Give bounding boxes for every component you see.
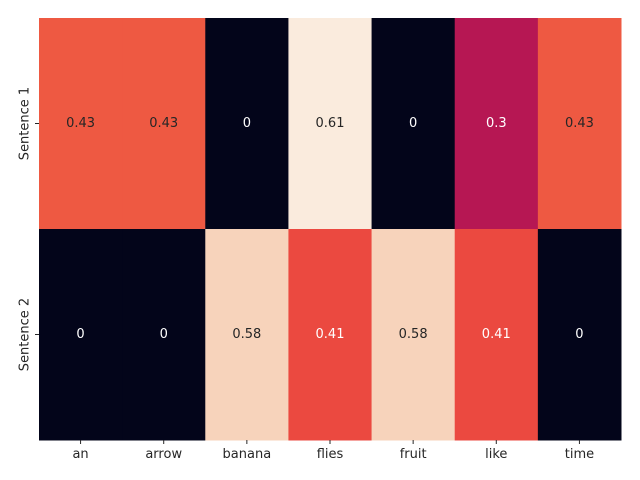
heatmap-cell-r1-c5 <box>454 229 539 441</box>
heatmap-cell-r0-c2 <box>205 18 289 230</box>
x-tick-label-1: arrow <box>145 447 182 462</box>
cell-value-label-r1-c1: 0 <box>160 327 168 342</box>
x-tick-label-4: fruit <box>400 447 427 462</box>
x-tick-label-2: banana <box>223 447 272 462</box>
heatmap-cell-r1-c3 <box>288 229 373 441</box>
cell-value-label-r0-c4: 0 <box>409 116 417 131</box>
cell-value-label-r0-c6: 0.43 <box>565 116 594 131</box>
heatmap-cell-r0-c4 <box>371 18 456 230</box>
y-axis: Sentence 1 Sentence 2 <box>18 87 39 371</box>
cell-value-label-r0-c3: 0.61 <box>316 116 345 131</box>
heatmap-cell-r1-c6 <box>537 229 622 441</box>
cell-value-label-r1-c3: 0.41 <box>316 327 345 342</box>
heatmap-cell-r1-c0 <box>39 229 123 441</box>
heatmap-cell-r0-c3 <box>288 18 373 230</box>
heatmap-cell-r1-c4 <box>371 229 456 441</box>
cell-value-label-r1-c0: 0 <box>76 327 84 342</box>
cell-value-label-r0-c0: 0.43 <box>66 116 95 131</box>
x-tick-label-0: an <box>72 447 88 462</box>
cell-value-label-r1-c4: 0.58 <box>399 327 428 342</box>
y-tick-label-0: Sentence 1 <box>18 87 33 160</box>
cell-value-label-r1-c2: 0.58 <box>232 327 261 342</box>
cell-value-label-r0-c1: 0.43 <box>149 116 178 131</box>
cell-value-label-r0-c5: 0.3 <box>486 116 507 131</box>
heatmap-cell-r0-c0 <box>39 18 123 230</box>
x-tick-label-3: flies <box>317 447 344 462</box>
heatmap-cell-r1-c1 <box>122 229 206 441</box>
cell-value-label-r1-c5: 0.41 <box>482 327 511 342</box>
x-tick-label-6: time <box>565 447 594 462</box>
heatmap-cell-r0-c1 <box>122 18 206 230</box>
cell-value-label-r0-c2: 0 <box>243 116 251 131</box>
y-tick-label-1: Sentence 2 <box>18 298 33 371</box>
cell-value-label-r1-c6: 0 <box>575 327 583 342</box>
heatmap-annotations: 0.43 0.43 0 0.61 0 0.3 0.43 0 0 0.58 0.41 0.58 0.41 0 <box>66 116 594 342</box>
heatmap-cells <box>39 18 622 441</box>
heatmap-cell-r0-c5 <box>454 18 539 230</box>
x-axis: an arrow banana flies fruit like time <box>72 440 594 462</box>
heatmap-cell-r0-c6 <box>537 18 622 230</box>
heatmap-cell-r1-c2 <box>205 229 289 441</box>
x-tick-label-5: like <box>485 447 507 462</box>
